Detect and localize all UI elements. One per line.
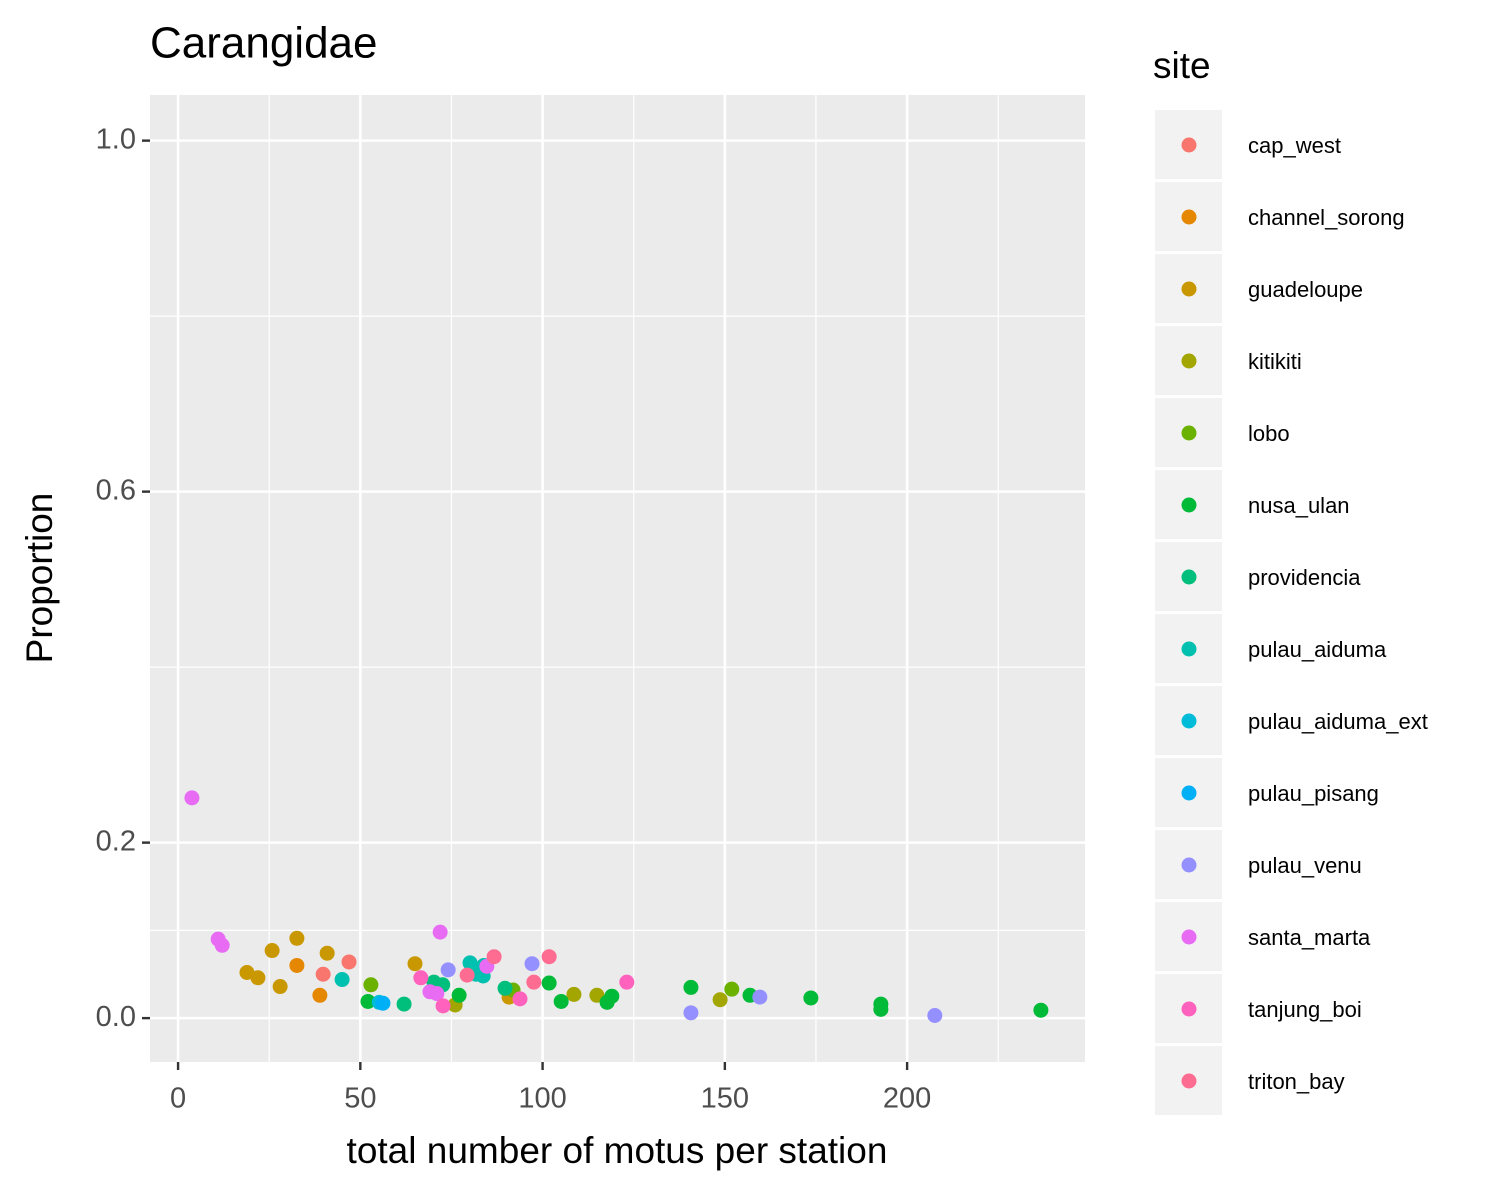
legend-title: site xyxy=(1153,45,1211,86)
panel xyxy=(150,95,1085,1062)
point xyxy=(462,955,478,971)
legend-label: pulau_venu xyxy=(1248,853,1362,878)
legend-swatch xyxy=(1181,1001,1197,1017)
legend-label: santa_marta xyxy=(1248,925,1371,950)
legend-label: pulau_pisang xyxy=(1248,781,1379,806)
point xyxy=(1033,1002,1049,1018)
point xyxy=(435,998,451,1014)
legend-swatch xyxy=(1181,641,1197,657)
point xyxy=(752,989,768,1005)
x-tick-label: 200 xyxy=(883,1083,931,1115)
legend-label: triton_bay xyxy=(1248,1069,1345,1094)
point xyxy=(497,980,513,996)
point xyxy=(312,987,328,1003)
legend-label: nusa_ulan xyxy=(1248,493,1350,518)
point xyxy=(289,930,305,946)
chart-title: Carangidae xyxy=(150,19,378,68)
point xyxy=(683,1005,699,1021)
y-tick-label: 0.0 xyxy=(96,1001,136,1033)
y-tick-label: 1.0 xyxy=(96,123,136,155)
legend-swatch xyxy=(1181,353,1197,369)
point xyxy=(375,995,391,1011)
point xyxy=(803,990,819,1006)
point xyxy=(927,1007,943,1023)
point xyxy=(407,956,423,972)
point xyxy=(319,945,335,961)
point xyxy=(341,954,357,970)
point xyxy=(451,987,467,1003)
y-tick-label: 0.6 xyxy=(96,474,136,506)
y-tick-label: 0.2 xyxy=(96,825,136,857)
point xyxy=(289,957,305,973)
point xyxy=(541,975,557,991)
point xyxy=(440,962,456,978)
point xyxy=(214,937,230,953)
point xyxy=(250,970,266,986)
point xyxy=(264,943,280,959)
legend-label: tanjung_boi xyxy=(1248,997,1362,1022)
point xyxy=(363,977,379,993)
x-tick-label: 100 xyxy=(518,1083,566,1115)
point xyxy=(566,986,582,1002)
point xyxy=(619,974,635,990)
point xyxy=(712,992,728,1008)
legend-label: cap_west xyxy=(1248,133,1341,158)
point xyxy=(553,993,569,1009)
legend-label: kitikiti xyxy=(1248,349,1302,374)
point xyxy=(315,966,331,982)
point xyxy=(413,970,429,986)
legend-swatch xyxy=(1181,785,1197,801)
legend-swatch xyxy=(1181,209,1197,225)
legend-swatch xyxy=(1181,497,1197,513)
point xyxy=(429,986,445,1002)
point xyxy=(873,1001,889,1017)
legend-swatch xyxy=(1181,1073,1197,1089)
point xyxy=(683,979,699,995)
x-tick-label: 150 xyxy=(701,1083,749,1115)
point xyxy=(334,972,350,988)
legend-label: pulau_aiduma xyxy=(1248,637,1387,662)
legend-label: guadeloupe xyxy=(1248,277,1363,302)
point xyxy=(524,956,540,972)
point xyxy=(360,993,376,1009)
legend-swatch xyxy=(1181,929,1197,945)
legend-label: pulau_aiduma_ext xyxy=(1248,709,1428,734)
x-axis-title: total number of motus per station xyxy=(347,1130,888,1171)
legend: cap_west channel_sorong guadeloupe kitikiti… xyxy=(1155,110,1428,1115)
legend-swatch xyxy=(1181,281,1197,297)
legend-swatch xyxy=(1181,137,1197,153)
x-tick-label: 0 xyxy=(170,1083,186,1115)
point xyxy=(512,991,528,1007)
legend-swatch xyxy=(1181,713,1197,729)
point xyxy=(459,967,475,983)
point xyxy=(272,979,288,995)
point xyxy=(604,988,620,1004)
point xyxy=(541,949,557,965)
point xyxy=(526,974,542,990)
legend-label: channel_sorong xyxy=(1248,205,1405,230)
legend-swatch xyxy=(1181,857,1197,873)
y-axis-title: Proportion xyxy=(19,493,60,664)
point xyxy=(486,949,502,965)
legend-label: lobo xyxy=(1248,421,1290,446)
point xyxy=(184,790,200,806)
point xyxy=(432,924,448,940)
points xyxy=(184,790,1049,1023)
legend-label: providencia xyxy=(1248,565,1361,590)
point xyxy=(396,996,412,1012)
legend-swatch xyxy=(1181,569,1197,585)
x-tick-label: 50 xyxy=(344,1083,376,1115)
point xyxy=(724,981,740,997)
legend-swatch xyxy=(1181,425,1197,441)
